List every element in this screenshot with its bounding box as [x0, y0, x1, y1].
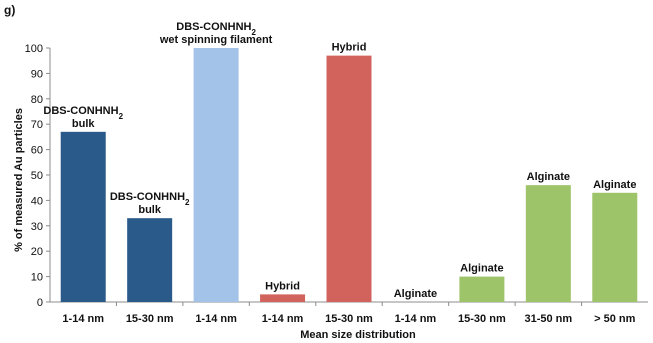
bar-label: Hybrid	[332, 42, 367, 54]
bar-label: bulk	[138, 204, 161, 216]
bar	[459, 276, 505, 302]
y-tick-label: 0	[37, 297, 43, 309]
x-tick-label: 1-14 nm	[195, 313, 237, 325]
y-tick-label: 20	[31, 246, 43, 258]
bar-label: Hybrid	[265, 280, 300, 292]
y-tick-label: 10	[31, 272, 43, 284]
bar-label: DBS-CONHNH2	[176, 21, 256, 37]
bar-label: bulk	[72, 118, 95, 130]
y-tick-label: 60	[31, 145, 43, 157]
x-axis	[50, 301, 648, 306]
bar-label: wet spinning filament	[159, 34, 273, 46]
bar	[525, 185, 571, 302]
y-tick-label: 40	[31, 195, 43, 207]
y-tick-label: 50	[31, 170, 43, 182]
y-tick-label: 100	[25, 43, 43, 55]
bar-label-subscript: 2	[251, 28, 256, 37]
bar	[193, 48, 239, 302]
bar	[592, 192, 638, 302]
x-tick-label: 15-30 nm	[126, 313, 174, 325]
x-tick-label: 1-14 nm	[262, 313, 304, 325]
x-tick-label: 15-30 nm	[325, 313, 373, 325]
x-tick-label: 1-14 nm	[62, 313, 104, 325]
bar-label: Alginate	[593, 179, 636, 191]
y-tick-label: 80	[31, 94, 43, 106]
bar-label: Alginate	[460, 263, 503, 275]
bars	[60, 48, 638, 303]
x-tick-labels: 1-14 nm 15-30 nm 1-14 nm 1-14 nm 15-30 nm 1-1…	[62, 313, 635, 325]
y-tick-label: 70	[31, 119, 43, 131]
x-axis-title: Mean size distribution	[300, 329, 416, 341]
bar-label-subscript: 2	[185, 198, 190, 207]
bar	[60, 131, 106, 302]
bar-label-subscript: 2	[119, 111, 124, 120]
y-tick-label: 90	[31, 68, 43, 80]
y-axis: 0 10 20 30 40 50 60 70 80 90 100	[25, 43, 51, 309]
bar-label: DBS-CONHNH2	[43, 105, 123, 121]
x-tick-label: > 50 nm	[594, 313, 635, 325]
bar	[127, 218, 173, 302]
bar	[326, 55, 372, 303]
y-axis-title: % of measured Au particles	[13, 108, 25, 252]
panel-label: g)	[4, 3, 15, 17]
x-tick-label: 1-14 nm	[395, 313, 437, 325]
bar-label: Alginate	[394, 288, 437, 300]
bar-labels: DBS-CONHNH2bulkDBS-CONHNH2bulkDBS-CONHNH…	[43, 21, 636, 300]
x-tick-label: 15-30 nm	[458, 313, 506, 325]
bar-label: Alginate	[527, 171, 570, 183]
x-tick-label: 31-50 nm	[524, 313, 572, 325]
bar-label: DBS-CONHNH2	[110, 191, 190, 207]
bar	[260, 294, 306, 302]
y-tick-label: 30	[31, 221, 43, 233]
